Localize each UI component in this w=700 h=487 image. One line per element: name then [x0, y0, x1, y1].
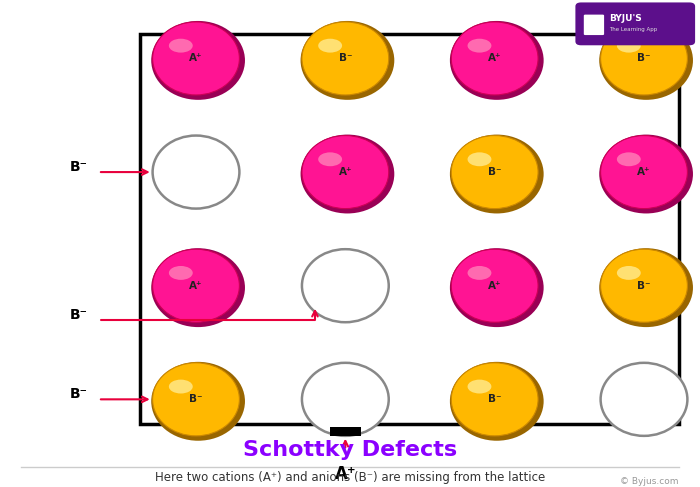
Ellipse shape: [599, 21, 693, 100]
Ellipse shape: [599, 248, 693, 327]
Ellipse shape: [153, 135, 239, 208]
Ellipse shape: [302, 135, 388, 208]
Ellipse shape: [468, 152, 491, 166]
FancyBboxPatch shape: [584, 15, 604, 35]
Ellipse shape: [450, 248, 544, 327]
Ellipse shape: [450, 362, 544, 441]
Ellipse shape: [601, 22, 687, 95]
Text: © Byjus.com: © Byjus.com: [620, 477, 679, 486]
Text: B⁻: B⁻: [69, 388, 88, 401]
Ellipse shape: [318, 152, 342, 166]
Text: B⁻: B⁻: [69, 308, 88, 322]
Text: A⁺: A⁺: [488, 281, 501, 291]
Text: A⁺: A⁺: [335, 465, 356, 483]
Ellipse shape: [599, 134, 693, 213]
Text: Here two cations (A⁺) and anions (B⁻) are missing from the lattice: Here two cations (A⁺) and anions (B⁻) ar…: [155, 471, 545, 484]
Ellipse shape: [452, 249, 538, 322]
Ellipse shape: [468, 266, 491, 280]
Ellipse shape: [300, 134, 394, 213]
Text: B⁻: B⁻: [488, 394, 501, 404]
Text: B⁻: B⁻: [69, 160, 88, 174]
Ellipse shape: [151, 362, 245, 441]
Ellipse shape: [450, 134, 544, 213]
Ellipse shape: [302, 363, 388, 436]
Ellipse shape: [153, 249, 239, 322]
Ellipse shape: [169, 379, 192, 393]
Ellipse shape: [169, 38, 192, 53]
Ellipse shape: [617, 152, 641, 166]
Ellipse shape: [601, 135, 687, 208]
Ellipse shape: [450, 21, 544, 100]
Bar: [140, 34, 679, 424]
Text: B⁻: B⁻: [637, 281, 651, 291]
Ellipse shape: [452, 363, 538, 436]
Text: A⁺: A⁺: [488, 54, 501, 63]
Text: B⁻: B⁻: [637, 54, 651, 63]
Text: B⁻: B⁻: [339, 54, 352, 63]
Ellipse shape: [153, 363, 239, 436]
Text: B⁻: B⁻: [488, 167, 501, 177]
Ellipse shape: [169, 266, 192, 280]
Text: A⁺: A⁺: [189, 281, 203, 291]
Text: The Learning App: The Learning App: [609, 27, 657, 32]
Ellipse shape: [601, 249, 687, 322]
Ellipse shape: [468, 379, 491, 393]
Ellipse shape: [601, 363, 687, 436]
Ellipse shape: [302, 249, 388, 322]
Ellipse shape: [318, 38, 342, 53]
Ellipse shape: [468, 38, 491, 53]
Text: B⁻: B⁻: [189, 394, 203, 404]
Ellipse shape: [153, 22, 239, 95]
Text: BYJU'S: BYJU'S: [609, 14, 642, 23]
Text: Schottky Defects: Schottky Defects: [243, 440, 457, 461]
Ellipse shape: [151, 21, 245, 100]
Text: A⁺: A⁺: [339, 167, 352, 177]
Text: A⁺: A⁺: [637, 167, 651, 177]
Ellipse shape: [151, 248, 245, 327]
FancyBboxPatch shape: [575, 2, 695, 45]
Ellipse shape: [617, 38, 641, 53]
Ellipse shape: [452, 22, 538, 95]
Bar: [330, 427, 360, 436]
Ellipse shape: [302, 22, 388, 95]
Ellipse shape: [300, 21, 394, 100]
Ellipse shape: [617, 266, 641, 280]
Text: A⁺: A⁺: [189, 54, 203, 63]
Ellipse shape: [452, 135, 538, 208]
